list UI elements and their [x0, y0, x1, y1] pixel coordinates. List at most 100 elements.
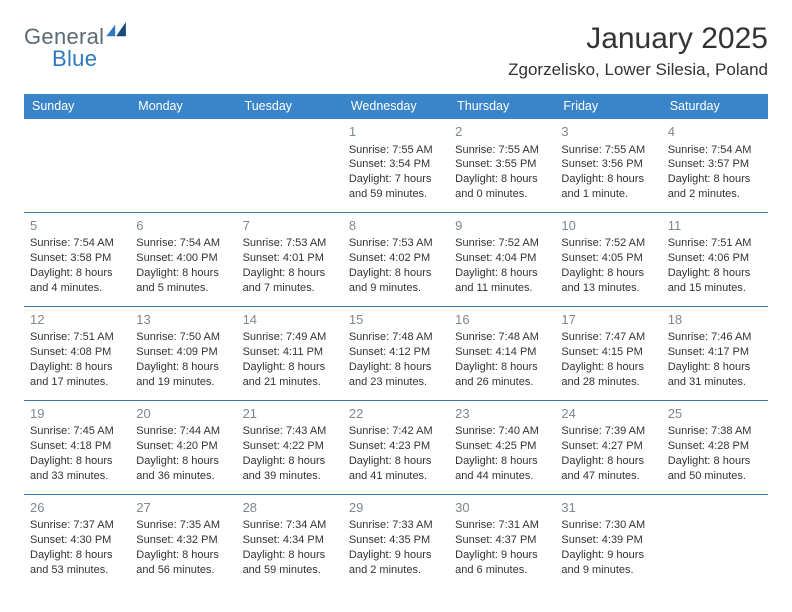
daylight-text: Daylight: 8 hours — [30, 548, 124, 563]
calendar-head: SundayMondayTuesdayWednesdayThursdayFrid… — [24, 94, 768, 119]
day-number: 19 — [30, 405, 124, 423]
calendar-day-cell: 19Sunrise: 7:45 AMSunset: 4:18 PMDayligh… — [24, 400, 130, 494]
daylight-text: Daylight: 8 hours — [349, 454, 443, 469]
day-number: 27 — [136, 499, 230, 517]
daylight-text: Daylight: 8 hours — [243, 454, 337, 469]
sunrise-text: Sunrise: 7:50 AM — [136, 330, 230, 345]
day-number: 3 — [561, 123, 655, 141]
daylight-text: and 36 minutes. — [136, 469, 230, 484]
day-number: 5 — [30, 217, 124, 235]
daylight-text: and 31 minutes. — [668, 375, 762, 390]
sunset-text: Sunset: 3:57 PM — [668, 157, 762, 172]
calendar-day-cell: 26Sunrise: 7:37 AMSunset: 4:30 PMDayligh… — [24, 494, 130, 587]
sunset-text: Sunset: 4:12 PM — [349, 345, 443, 360]
day-number: 9 — [455, 217, 549, 235]
calendar-table: SundayMondayTuesdayWednesdayThursdayFrid… — [24, 94, 768, 588]
sunrise-text: Sunrise: 7:54 AM — [136, 236, 230, 251]
daylight-text: and 5 minutes. — [136, 281, 230, 296]
day-number: 6 — [136, 217, 230, 235]
calendar-day-cell: 4Sunrise: 7:54 AMSunset: 3:57 PMDaylight… — [662, 119, 768, 212]
day-number: 22 — [349, 405, 443, 423]
sunset-text: Sunset: 4:04 PM — [455, 251, 549, 266]
daylight-text: Daylight: 8 hours — [561, 172, 655, 187]
calendar-day-cell: 31Sunrise: 7:30 AMSunset: 4:39 PMDayligh… — [555, 494, 661, 587]
daylight-text: Daylight: 8 hours — [455, 266, 549, 281]
calendar-empty-cell — [130, 119, 236, 212]
sunrise-text: Sunrise: 7:42 AM — [349, 424, 443, 439]
sunset-text: Sunset: 4:27 PM — [561, 439, 655, 454]
sunrise-text: Sunrise: 7:53 AM — [349, 236, 443, 251]
daylight-text: and 21 minutes. — [243, 375, 337, 390]
sunrise-text: Sunrise: 7:51 AM — [30, 330, 124, 345]
daylight-text: Daylight: 8 hours — [30, 454, 124, 469]
sunset-text: Sunset: 4:25 PM — [455, 439, 549, 454]
sunset-text: Sunset: 4:18 PM — [30, 439, 124, 454]
calendar-body: 1Sunrise: 7:55 AMSunset: 3:54 PMDaylight… — [24, 119, 768, 588]
day-number: 11 — [668, 217, 762, 235]
sunrise-text: Sunrise: 7:31 AM — [455, 518, 549, 533]
sunrise-text: Sunrise: 7:52 AM — [455, 236, 549, 251]
sunrise-text: Sunrise: 7:54 AM — [30, 236, 124, 251]
sunrise-text: Sunrise: 7:49 AM — [243, 330, 337, 345]
daylight-text: Daylight: 8 hours — [561, 454, 655, 469]
daylight-text: Daylight: 8 hours — [243, 266, 337, 281]
day-number: 24 — [561, 405, 655, 423]
calendar-week-row: 1Sunrise: 7:55 AMSunset: 3:54 PMDaylight… — [24, 119, 768, 212]
sunrise-text: Sunrise: 7:38 AM — [668, 424, 762, 439]
title-block: January 2025 Zgorzelisko, Lower Silesia, … — [508, 22, 768, 80]
sunset-text: Sunset: 4:32 PM — [136, 533, 230, 548]
day-number: 31 — [561, 499, 655, 517]
location-subtitle: Zgorzelisko, Lower Silesia, Poland — [508, 60, 768, 80]
sunrise-text: Sunrise: 7:40 AM — [455, 424, 549, 439]
calendar-day-cell: 20Sunrise: 7:44 AMSunset: 4:20 PMDayligh… — [130, 400, 236, 494]
day-number: 4 — [668, 123, 762, 141]
calendar-day-cell: 23Sunrise: 7:40 AMSunset: 4:25 PMDayligh… — [449, 400, 555, 494]
daylight-text: Daylight: 9 hours — [561, 548, 655, 563]
sunrise-text: Sunrise: 7:44 AM — [136, 424, 230, 439]
calendar-day-cell: 3Sunrise: 7:55 AMSunset: 3:56 PMDaylight… — [555, 119, 661, 212]
day-number: 25 — [668, 405, 762, 423]
calendar-day-cell: 22Sunrise: 7:42 AMSunset: 4:23 PMDayligh… — [343, 400, 449, 494]
sunset-text: Sunset: 4:11 PM — [243, 345, 337, 360]
calendar-day-cell: 1Sunrise: 7:55 AMSunset: 3:54 PMDaylight… — [343, 119, 449, 212]
calendar-day-cell: 11Sunrise: 7:51 AMSunset: 4:06 PMDayligh… — [662, 212, 768, 306]
sunset-text: Sunset: 4:06 PM — [668, 251, 762, 266]
daylight-text: and 17 minutes. — [30, 375, 124, 390]
brand-logo: GeneralBlue — [24, 22, 128, 70]
day-number: 1 — [349, 123, 443, 141]
sunset-text: Sunset: 4:37 PM — [455, 533, 549, 548]
calendar-day-cell: 6Sunrise: 7:54 AMSunset: 4:00 PMDaylight… — [130, 212, 236, 306]
day-number: 17 — [561, 311, 655, 329]
sunset-text: Sunset: 4:02 PM — [349, 251, 443, 266]
sunset-text: Sunset: 4:00 PM — [136, 251, 230, 266]
month-title: January 2025 — [508, 22, 768, 56]
sunrise-text: Sunrise: 7:37 AM — [30, 518, 124, 533]
daylight-text: and 7 minutes. — [243, 281, 337, 296]
day-number: 28 — [243, 499, 337, 517]
calendar-day-cell: 18Sunrise: 7:46 AMSunset: 4:17 PMDayligh… — [662, 306, 768, 400]
calendar-day-cell: 2Sunrise: 7:55 AMSunset: 3:55 PMDaylight… — [449, 119, 555, 212]
page-header: GeneralBlue January 2025 Zgorzelisko, Lowe… — [24, 22, 768, 80]
daylight-text: and 33 minutes. — [30, 469, 124, 484]
day-number: 16 — [455, 311, 549, 329]
daylight-text: Daylight: 8 hours — [136, 360, 230, 375]
day-number: 30 — [455, 499, 549, 517]
sunset-text: Sunset: 4:17 PM — [668, 345, 762, 360]
daylight-text: and 39 minutes. — [243, 469, 337, 484]
daylight-text: and 47 minutes. — [561, 469, 655, 484]
daylight-text: Daylight: 9 hours — [349, 548, 443, 563]
daylight-text: and 44 minutes. — [455, 469, 549, 484]
weekday-header: Saturday — [662, 94, 768, 119]
sunrise-text: Sunrise: 7:33 AM — [349, 518, 443, 533]
day-number: 7 — [243, 217, 337, 235]
weekday-header: Friday — [555, 94, 661, 119]
brand-text-general: General — [24, 26, 104, 48]
daylight-text: Daylight: 8 hours — [30, 360, 124, 375]
daylight-text: Daylight: 9 hours — [455, 548, 549, 563]
daylight-text: and 56 minutes. — [136, 563, 230, 578]
daylight-text: and 6 minutes. — [455, 563, 549, 578]
sunset-text: Sunset: 4:22 PM — [243, 439, 337, 454]
day-number: 14 — [243, 311, 337, 329]
daylight-text: and 26 minutes. — [455, 375, 549, 390]
daylight-text: Daylight: 8 hours — [243, 548, 337, 563]
